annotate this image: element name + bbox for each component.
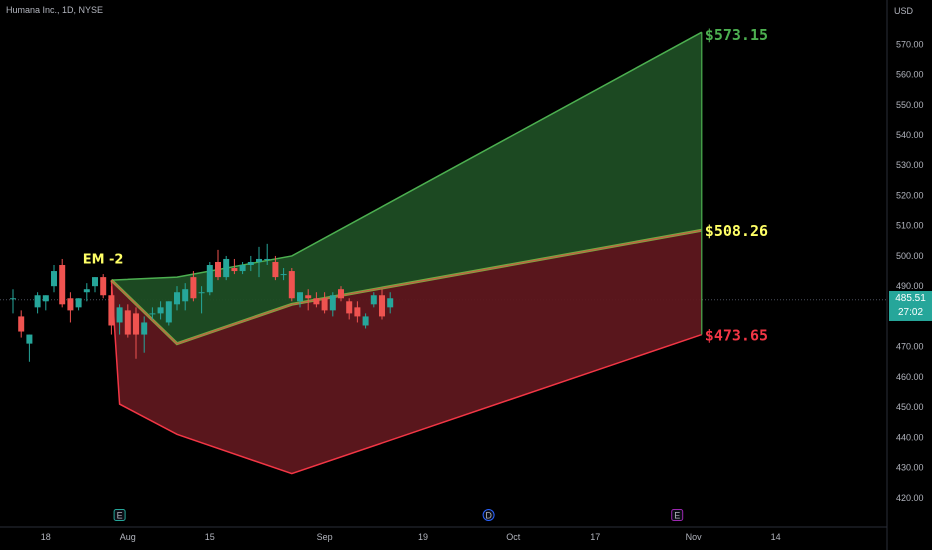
marker-letter: D bbox=[485, 511, 492, 521]
price-tick-label: 500.00 bbox=[896, 251, 924, 261]
candle-body bbox=[264, 258, 271, 260]
symbol-legend[interactable]: Humana Inc., 1D, NYSE bbox=[6, 5, 104, 15]
dividend-marker bbox=[482, 509, 495, 521]
time-tick-label: 18 bbox=[41, 532, 51, 542]
candle-body bbox=[305, 295, 312, 299]
time-tick-label: Oct bbox=[506, 532, 521, 542]
candle-body bbox=[346, 301, 353, 314]
candle-body bbox=[165, 301, 172, 323]
time-tick-label: 19 bbox=[418, 532, 428, 542]
price-tick-label: 510.00 bbox=[896, 221, 924, 231]
time-tick-label: Nov bbox=[686, 532, 703, 542]
candle-body bbox=[198, 292, 205, 294]
earnings-marker bbox=[671, 509, 684, 521]
upper-target-label: $573.15 bbox=[705, 26, 768, 44]
candle-body bbox=[206, 265, 213, 293]
earnings-marker bbox=[113, 509, 126, 521]
candle-body bbox=[215, 261, 221, 278]
last-price-badge: 485.51 27:02 bbox=[889, 291, 932, 321]
price-tick-label: 430.00 bbox=[896, 463, 924, 473]
candle-body bbox=[231, 268, 238, 272]
candle-body bbox=[338, 289, 344, 299]
mid-target-label: $508.26 bbox=[705, 222, 768, 240]
candle-body bbox=[149, 313, 156, 315]
candle-body bbox=[75, 298, 82, 308]
time-tick-label: 14 bbox=[771, 532, 781, 542]
annotations: EM -2 $573.15 $508.26 $473.65 bbox=[83, 26, 768, 345]
price-tick-label: 470.00 bbox=[896, 342, 924, 352]
marker-letter: E bbox=[117, 511, 123, 521]
price-tick-label: 490.00 bbox=[896, 281, 924, 291]
price-axis: 420.00430.00440.00450.00460.00470.00480.… bbox=[896, 39, 924, 503]
price-tick-label: 570.00 bbox=[896, 39, 924, 49]
currency-label: USD bbox=[894, 6, 914, 16]
candle-body bbox=[67, 298, 74, 311]
time-tick-label: Aug bbox=[120, 532, 136, 542]
expected-move-bands bbox=[110, 31, 703, 475]
lower-target-label: $473.65 bbox=[705, 327, 768, 345]
candle-body bbox=[141, 322, 148, 335]
candle-body bbox=[272, 261, 279, 278]
candle-body bbox=[100, 277, 107, 296]
price-tick-label: 530.00 bbox=[896, 160, 924, 170]
candle-body bbox=[313, 298, 320, 305]
candle-body bbox=[297, 292, 303, 302]
candle-body bbox=[108, 295, 115, 326]
candle-body bbox=[387, 298, 394, 308]
time-tick-label: Sep bbox=[317, 532, 333, 542]
candle-body bbox=[321, 298, 328, 311]
mid-band-line-inner bbox=[111, 229, 702, 345]
candle-body bbox=[18, 316, 25, 332]
candle-body bbox=[10, 298, 16, 300]
candle-body bbox=[157, 307, 164, 314]
candle-body bbox=[83, 289, 90, 293]
candle-body bbox=[116, 307, 123, 323]
candle-body bbox=[26, 334, 33, 344]
candle-body bbox=[174, 292, 180, 305]
price-tick-label: 420.00 bbox=[896, 493, 924, 503]
price-tick-label: 520.00 bbox=[896, 190, 924, 200]
candle-body bbox=[280, 274, 287, 276]
marker-letter: E bbox=[674, 511, 680, 521]
price-tick-label: 460.00 bbox=[896, 372, 924, 382]
candle-body bbox=[239, 265, 246, 272]
candle-body bbox=[59, 265, 66, 305]
candle-body bbox=[223, 258, 230, 278]
candle-body bbox=[92, 277, 98, 287]
candle-body bbox=[288, 271, 295, 299]
candle-body bbox=[379, 295, 385, 317]
price-tick-label: 450.00 bbox=[896, 402, 924, 412]
candle-body bbox=[182, 289, 189, 302]
price-tick-label: 560.00 bbox=[896, 70, 924, 80]
em-label: EM -2 bbox=[83, 253, 124, 268]
lower-band-area bbox=[111, 230, 702, 474]
price-tick-label: 540.00 bbox=[896, 130, 924, 140]
lower-band-line bbox=[110, 280, 703, 475]
candle-body bbox=[247, 261, 254, 266]
candle-body bbox=[256, 258, 262, 262]
time-tick-label: 15 bbox=[205, 532, 215, 542]
candle-body bbox=[370, 295, 377, 305]
candle-body bbox=[124, 310, 131, 335]
last-price-value: 485.51 bbox=[895, 293, 926, 304]
time-axis: 18 Aug 15 Sep 19 Oct 17 Nov 14 bbox=[41, 532, 781, 542]
candle-body bbox=[329, 295, 336, 311]
time-tick-label: 17 bbox=[590, 532, 600, 542]
candle-body bbox=[354, 307, 361, 317]
candles bbox=[10, 243, 394, 362]
candle-body bbox=[34, 295, 41, 308]
candle-body bbox=[133, 313, 139, 335]
bar-countdown: 27:02 bbox=[897, 307, 924, 318]
price-tick-label: 440.00 bbox=[896, 432, 924, 442]
candle-body bbox=[362, 316, 369, 326]
candle-body bbox=[190, 277, 197, 299]
candle-body bbox=[51, 271, 57, 287]
price-tick-label: 550.00 bbox=[896, 100, 924, 110]
candle-body bbox=[42, 295, 49, 302]
